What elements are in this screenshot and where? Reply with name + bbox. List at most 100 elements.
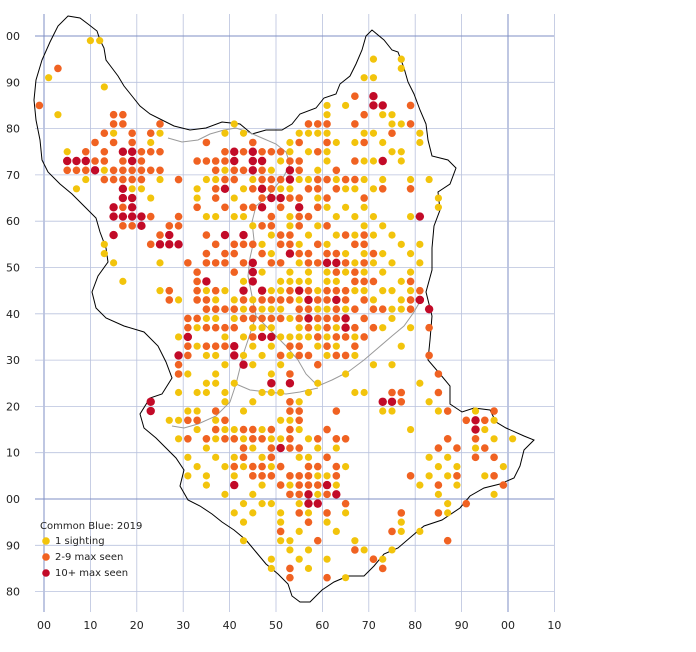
- sighting-dot-2-9: [332, 472, 341, 480]
- sighting-dot-2-9: [471, 435, 480, 443]
- sighting-dot-1: [156, 259, 164, 267]
- sighting-dot-2-9: [304, 212, 313, 221]
- sighting-dot-2-9: [221, 305, 229, 313]
- sighting-dot-1: [369, 185, 378, 193]
- sighting-dot-1: [397, 527, 405, 536]
- sighting-dot-1: [406, 287, 415, 295]
- sighting-dot-2-9: [156, 231, 164, 239]
- sighting-dot-2-9: [378, 305, 387, 313]
- sighting-dot-1: [239, 185, 248, 193]
- sighting-dot-1: [304, 333, 313, 341]
- sighting-dot-10-plus: [239, 230, 248, 240]
- sighting-dot-2-9: [313, 314, 322, 323]
- sighting-dot-2-9: [332, 184, 341, 193]
- sighting-dot-2-9: [193, 296, 201, 304]
- sighting-dot-1: [286, 138, 294, 147]
- sighting-dot-1: [304, 268, 313, 276]
- sighting-dot-2-9: [313, 435, 322, 443]
- sighting-dot-1: [258, 268, 266, 276]
- sighting-dot-1: [397, 148, 405, 156]
- sighting-dot-1: [388, 407, 396, 415]
- sighting-dot-2-9: [230, 268, 239, 276]
- y-tick-label: 30: [6, 354, 20, 367]
- sighting-dot-1: [481, 472, 489, 480]
- sighting-dot-10-plus: [276, 443, 285, 453]
- sighting-dot-2-9: [239, 425, 248, 434]
- sighting-dot-1: [323, 111, 331, 119]
- sighting-dot-1: [221, 287, 229, 295]
- sighting-dot-2-9: [156, 166, 164, 175]
- sighting-dot-1: [323, 148, 331, 156]
- sighting-dot-2-9: [276, 462, 285, 471]
- sighting-dot-10-plus: [471, 416, 480, 425]
- sighting-dot-1: [267, 370, 275, 378]
- sighting-dot-1: [230, 453, 238, 461]
- sighting-dot-1: [295, 398, 303, 406]
- sighting-dot-1: [379, 175, 387, 184]
- sighting-dot-1: [147, 138, 155, 147]
- sighting-dot-1: [406, 175, 415, 184]
- sighting-dot-1: [342, 203, 350, 211]
- sighting-dot-10-plus: [322, 480, 332, 490]
- sighting-dot-1: [295, 324, 303, 332]
- sighting-dot-1: [406, 425, 415, 434]
- sighting-dot-1: [323, 268, 331, 276]
- sighting-dot-2-9: [406, 472, 415, 480]
- sighting-dot-1: [360, 268, 368, 276]
- sighting-dot-2-9: [258, 296, 266, 304]
- sighting-dot-2-9: [490, 407, 498, 415]
- sighting-dot-2-9: [221, 157, 229, 165]
- sighting-dot-2-9: [119, 222, 127, 230]
- sighting-dot-1: [304, 453, 313, 461]
- sighting-dot-1: [332, 481, 340, 489]
- sighting-dot-1: [351, 185, 359, 193]
- sighting-dot-2-9: [295, 351, 304, 360]
- sighting-dot-2-9: [323, 222, 331, 230]
- sighting-dot-2-9: [286, 435, 294, 443]
- sighting-dot-2-9: [304, 305, 313, 313]
- sighting-dot-1: [323, 277, 331, 285]
- sighting-dots: [35, 37, 517, 582]
- sighting-dot-1: [444, 453, 452, 461]
- sighting-dot-10-plus: [285, 249, 295, 258]
- sighting-dot-1: [249, 490, 257, 498]
- sighting-dot-1: [277, 185, 285, 193]
- sighting-dot-2-9: [323, 249, 331, 258]
- sighting-dot-1: [425, 175, 433, 184]
- sighting-dot-1: [295, 277, 303, 285]
- sighting-dot-2-9: [128, 175, 136, 184]
- sighting-dot-1: [295, 333, 303, 341]
- x-tick-label: 10: [83, 619, 97, 632]
- sighting-dot-2-9: [313, 120, 322, 128]
- sighting-dot-10-plus: [248, 156, 257, 166]
- sighting-dot-2-9: [211, 157, 220, 165]
- sighting-dot-2-9: [406, 305, 415, 313]
- sighting-dot-1: [184, 453, 192, 461]
- sighting-dot-10-plus: [165, 230, 174, 240]
- sighting-dot-1: [202, 351, 210, 360]
- sighting-dot-2-9: [360, 277, 368, 286]
- sighting-dot-2-9: [137, 166, 146, 175]
- sighting-dot-1: [286, 546, 294, 554]
- sighting-dot-1: [286, 314, 294, 323]
- sighting-dot-1: [230, 314, 238, 323]
- y-tick-label: 50: [6, 262, 20, 275]
- sighting-dot-2-9: [304, 120, 313, 128]
- sighting-dot-2-9: [230, 323, 239, 332]
- sighting-dot-10-plus: [202, 277, 211, 286]
- sighting-dot-10-plus: [155, 240, 165, 249]
- sighting-dot-1: [304, 129, 313, 137]
- sighting-dot-1: [267, 250, 275, 258]
- sighting-dot-2-9: [341, 175, 350, 184]
- sighting-dot-2-9: [369, 555, 378, 563]
- legend-label-two-nine: 2-9 max seen: [55, 552, 123, 563]
- sighting-dot-2-9: [425, 351, 433, 360]
- sighting-dot-2-9: [295, 444, 304, 452]
- sighting-dot-10-plus: [267, 332, 276, 342]
- sighting-dot-10-plus: [332, 258, 341, 268]
- sighting-dot-1: [295, 425, 303, 434]
- sighting-dot-2-9: [323, 175, 331, 184]
- sighting-dot-1: [100, 166, 108, 174]
- sighting-dot-2-9: [434, 370, 443, 378]
